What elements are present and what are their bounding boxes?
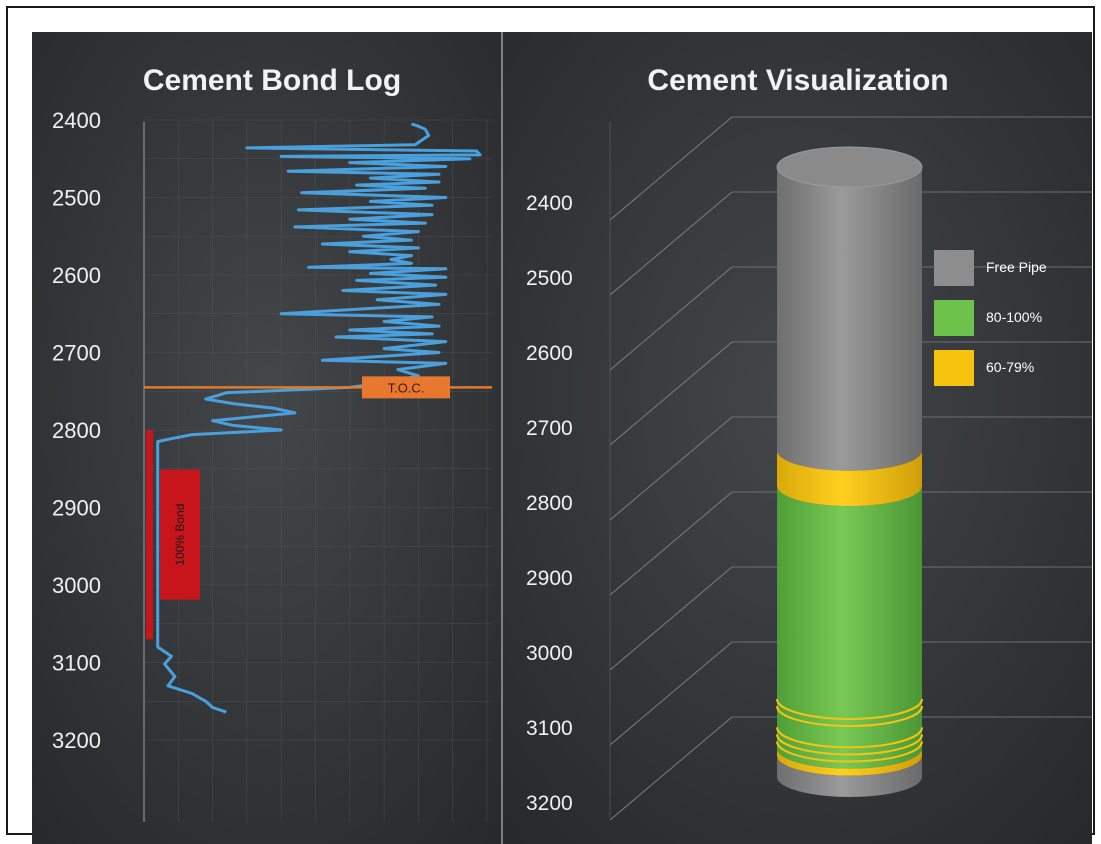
toc-label-box (362, 376, 450, 399)
y-tick-label: 3100 (52, 651, 101, 676)
y-tick-label: 2500 (526, 267, 573, 290)
y-tick-label: 2400 (52, 108, 101, 133)
cement-visualization-chart: Cement Visualization 2400 2500 2600 2700 280… (526, 64, 1092, 821)
y-tick-label: 2700 (526, 417, 573, 440)
y-tick-label: 3000 (52, 573, 101, 598)
y-tick-label: 3100 (526, 717, 573, 740)
y-tick-label: 2800 (526, 492, 573, 515)
bond-log-curve (156, 122, 482, 714)
cylinder-thin-band (776, 741, 923, 763)
cylinder-segment-free-pipe (777, 167, 922, 471)
cylinder-top-cap (776, 146, 923, 188)
y-tick-label: 3000 (526, 642, 573, 665)
cylinder-segment-60-79- (777, 748, 922, 776)
visualization-y-axis: 2400 2500 2600 2700 2800 2900 3000 3100 3200 (526, 192, 573, 815)
perspective-grid-line (609, 266, 733, 371)
cylinder-thin-band (776, 727, 923, 749)
y-tick-label: 2400 (526, 192, 573, 215)
legend-swatch (934, 300, 974, 336)
perspective-grid-line (609, 641, 733, 746)
cement-bond-log-chart: Cement Bond Log 2400 2500 2600 2700 2800 2900… (52, 64, 492, 822)
y-tick-label: 2900 (52, 496, 101, 521)
bond-log-grid (143, 119, 492, 822)
y-tick-label: 2700 (52, 341, 101, 366)
perspective-grid-line (609, 491, 733, 596)
visualization-title: Cement Visualization (647, 64, 948, 97)
bond-log-title: Cement Bond Log (143, 64, 401, 97)
cylinder-segment-free-pipe (777, 755, 922, 797)
toc-label: T.O.C. (388, 380, 425, 395)
cement-figure: Cement Bond Log 2400 2500 2600 2700 2800 2900… (32, 32, 1092, 844)
cement-cylinder (776, 146, 923, 797)
cylinder-thin-band (776, 705, 923, 728)
y-tick-label: 2800 (52, 418, 101, 443)
figure-frame: Cement Bond Log 2400 2500 2600 2700 2800 2900… (6, 6, 1095, 844)
perspective-grid-line (609, 566, 733, 671)
perspective-grid-line (609, 716, 733, 821)
y-tick-label: 3200 (526, 792, 573, 815)
perspective-grid-line (609, 116, 733, 221)
legend-label: Free Pipe (986, 259, 1047, 275)
y-tick-label: 2600 (526, 342, 573, 365)
bond-zone-label-box (160, 469, 200, 600)
legend-swatch (934, 350, 974, 386)
y-tick-label: 3200 (52, 728, 101, 753)
legend-label: 80-100% (986, 309, 1042, 325)
cylinder-segment-60-79- (777, 450, 922, 507)
legend-swatch (934, 250, 974, 286)
toc-annotation: T.O.C. (144, 376, 492, 399)
cylinder-thin-band (776, 698, 923, 720)
cylinder-segment-80-100- (777, 486, 922, 769)
bond-zone-annotation: 100% Bond (146, 430, 200, 640)
y-tick-label: 2500 (52, 186, 101, 211)
perspective-grid-line (609, 191, 733, 296)
legend-label: 60-79% (986, 359, 1034, 375)
perspective-grid-line (609, 341, 733, 446)
y-tick-label: 2900 (526, 567, 573, 590)
perspective-grid-line (609, 416, 733, 521)
bond-zone-bar (146, 430, 153, 640)
cylinder-thin-band (776, 734, 923, 756)
bond-zone-label: 100% Bond (173, 504, 187, 566)
visualization-legend: Free Pipe 80-100% 60-79% (934, 250, 1047, 386)
y-tick-label: 2600 (52, 263, 101, 288)
bond-log-y-axis: 2400 2500 2600 2700 2800 2900 3000 3100 3200 (52, 108, 101, 753)
